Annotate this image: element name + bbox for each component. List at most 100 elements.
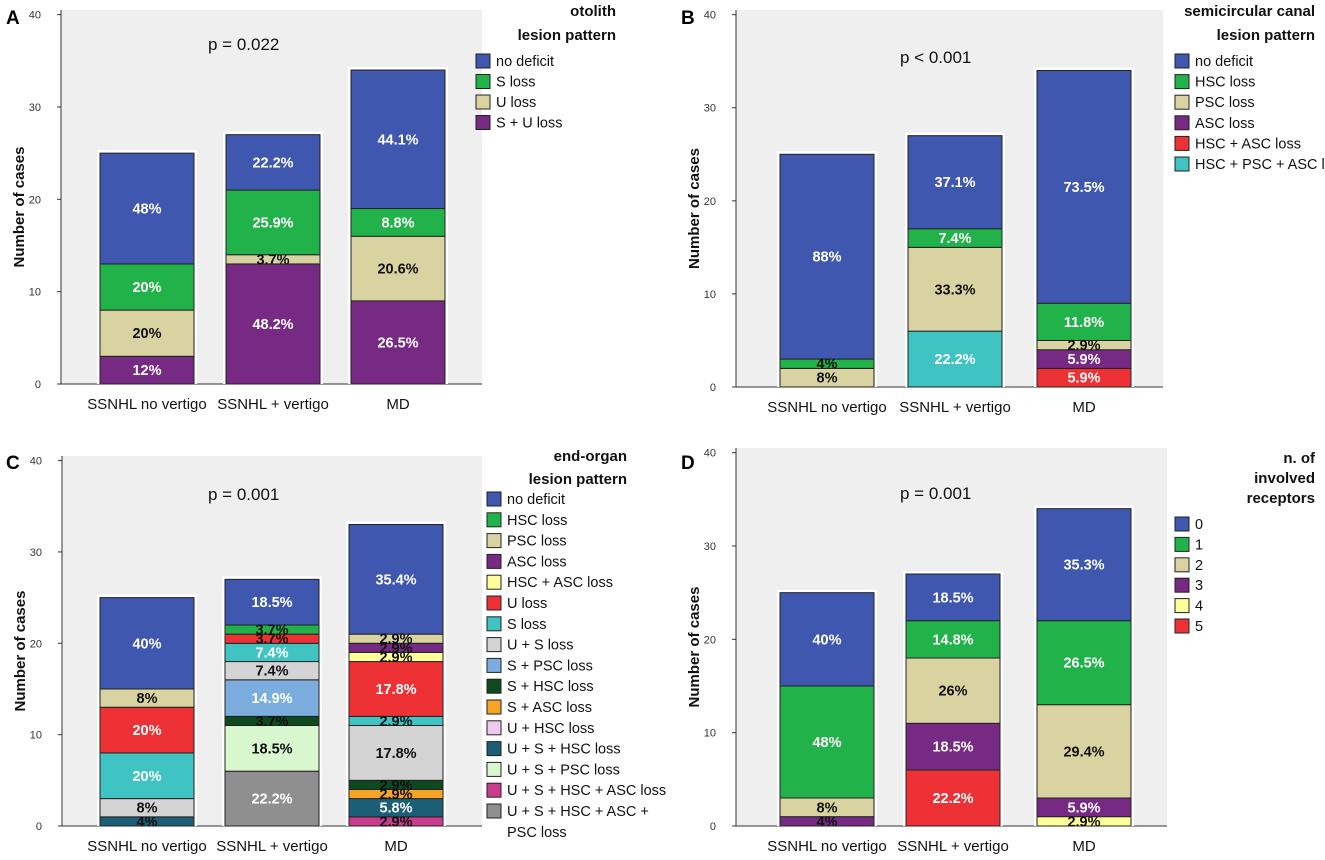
data-label: 25.9% <box>252 215 293 231</box>
panel-b: 0 10 20 30 40 Number of cases Bp < 0.001 8%4% 88… <box>681 3 1325 416</box>
data-label: 26% <box>938 684 967 700</box>
legend-item-hsc-asc-loss[interactable]: HSC + ASC loss <box>486 574 613 591</box>
bar-segment-no-deficit-md[interactable] <box>350 69 446 210</box>
legend-swatch <box>1174 156 1190 172</box>
bar-segment-s-loss-ssnhl-no-vertigo[interactable] <box>99 263 195 311</box>
bar-segment-s-u-loss-ssnhl-vertigo[interactable] <box>225 263 321 385</box>
bar-segment-u-s-loss-md[interactable] <box>348 725 444 781</box>
bar-segment-hsc-loss-md[interactable] <box>1036 302 1132 341</box>
legend-item-s-loss[interactable]: S loss <box>475 74 536 91</box>
x-category-label: SSNHL + vertigo <box>897 838 1009 855</box>
bar-segment-s-loss-ssnhl-no-vertigo[interactable] <box>99 752 195 800</box>
legend-item-1[interactable]: 1 <box>1174 536 1203 553</box>
data-label: 8% <box>817 371 838 387</box>
bar-segment-u-loss-ssnhl-no-vertigo[interactable] <box>99 706 195 754</box>
legend-item-u-loss[interactable]: U loss <box>486 595 547 612</box>
bar-segment-no-deficit-ssnhl-no-vertigo[interactable] <box>779 153 875 360</box>
legend-item-s-u-loss[interactable]: S + U loss <box>475 115 562 132</box>
legend-item-u-s-loss[interactable]: U + S loss <box>486 637 573 654</box>
legend-label: no deficit <box>1195 54 1253 70</box>
legend-item-u-s-psc-loss[interactable]: U + S + PSC loss <box>486 761 620 778</box>
data-label: 48% <box>132 202 161 218</box>
data-label: 33.3% <box>934 282 975 298</box>
bar-segment-s-u-loss-md[interactable] <box>350 300 446 385</box>
legend-item-no-deficit[interactable]: no deficit <box>486 491 565 508</box>
legend-item-hsc-asc-loss[interactable]: HSC + ASC loss <box>1174 135 1301 152</box>
legend-item-no-deficit[interactable]: no deficit <box>475 53 554 70</box>
legend-label: 0 <box>1195 517 1203 533</box>
bar-segment-no-deficit-md[interactable] <box>1036 70 1132 304</box>
legend-item-3[interactable]: 3 <box>1174 577 1203 594</box>
legend-item-0[interactable]: 0 <box>1174 516 1203 533</box>
data-label: 3.7% <box>255 632 288 648</box>
bar-segment-no-deficit-md[interactable] <box>348 524 444 635</box>
panel-letter: C <box>6 453 20 474</box>
y-tick-label: 30 <box>704 541 716 553</box>
bar-segment-u-s-psc-loss-ssnhl-vertigo[interactable] <box>224 725 320 772</box>
data-label: 20% <box>132 723 161 739</box>
legend-item-s-hsc-loss[interactable]: S + HSC loss <box>486 678 594 695</box>
legend-swatch <box>475 53 491 69</box>
legend-item-psc-loss[interactable]: PSC loss <box>1174 94 1255 111</box>
bar-segment-0-ssnhl-no-vertigo[interactable] <box>779 592 875 687</box>
y-tick-label: 30 <box>30 547 42 559</box>
bar-segment-5-ssnhl-vertigo[interactable] <box>905 769 1001 827</box>
legend-label: U + S + PSC loss <box>507 762 620 778</box>
legend-swatch <box>486 741 502 757</box>
bar-segment-no-deficit-ssnhl-no-vertigo[interactable] <box>99 597 195 690</box>
bar-segment-s-psc-loss-ssnhl-vertigo[interactable] <box>224 679 320 717</box>
legend-item-u-s-hsc-asc-loss[interactable]: U + S + HSC + ASC loss <box>486 782 666 799</box>
legend-label: U + S loss <box>507 638 573 654</box>
bar-segment-s-u-loss-ssnhl-no-vertigo[interactable] <box>99 355 195 385</box>
bar-segment-no-deficit-ssnhl-vertigo[interactable] <box>907 135 1003 230</box>
data-label: 8% <box>137 801 158 817</box>
legend-label: no deficit <box>496 54 554 70</box>
data-label: 2.9% <box>1067 338 1100 354</box>
legend-item-s-asc-loss[interactable]: S + ASC loss <box>486 699 592 716</box>
legend-label: HSC loss <box>507 513 567 529</box>
bar-segment-u-loss-md[interactable] <box>348 661 444 717</box>
legend-label: S + U loss <box>496 116 562 132</box>
legend-item-5[interactable]: 5 <box>1174 618 1203 635</box>
legend-item-u-s-hsc-loss[interactable]: U + S + HSC loss <box>486 741 621 758</box>
legend-item-no-deficit[interactable]: no deficit <box>1174 53 1253 70</box>
legend-item-4[interactable]: 4 <box>1174 598 1203 615</box>
bar-segment-no-deficit-ssnhl-vertigo[interactable] <box>225 134 321 191</box>
legend-item-s-psc-loss[interactable]: S + PSC loss <box>486 657 593 674</box>
legend-item-s-loss[interactable]: S loss <box>486 616 547 633</box>
legend-item-u-s-hsc-asc-psc-loss[interactable]: U + S + HSC + ASC + PSC loss <box>486 803 649 841</box>
legend-label: S + ASC loss <box>507 700 592 716</box>
bar-segment-s-loss-ssnhl-vertigo[interactable] <box>225 189 321 256</box>
legend-item-hsc-loss[interactable]: HSC loss <box>486 512 567 529</box>
data-label: 5.9% <box>1067 800 1100 816</box>
bar-segment-1-ssnhl-vertigo[interactable] <box>905 620 1001 659</box>
legend-item-hsc-psc-asc-loss[interactable]: HSC + PSC + ASC loss <box>1174 156 1325 173</box>
bar-segment-s-loss-md[interactable] <box>350 208 446 237</box>
bar-segment-psc-loss-ssnhl-vertigo[interactable] <box>907 246 1003 332</box>
p-value-annotation: p = 0.001 <box>208 485 279 504</box>
bar-segment-1-ssnhl-no-vertigo[interactable] <box>779 685 875 799</box>
legend-swatch <box>1174 557 1190 573</box>
bar-segment-2-md[interactable] <box>1036 704 1132 799</box>
bar-segment-no-deficit-ssnhl-no-vertigo[interactable] <box>99 152 195 265</box>
bar-segment-u-loss-md[interactable] <box>350 235 446 302</box>
bar-segment-no-deficit-ssnhl-vertigo[interactable] <box>224 578 320 626</box>
bar-segment-0-ssnhl-vertigo[interactable] <box>905 573 1001 622</box>
legend-title: lesion pattern <box>518 27 616 44</box>
legend-item-u-hsc-loss[interactable]: U + HSC loss <box>486 720 594 737</box>
legend-label: 5 <box>1195 619 1203 635</box>
bar-segment-0-md[interactable] <box>1036 508 1132 622</box>
bar-segment-hsc-psc-asc-loss-ssnhl-vertigo[interactable] <box>907 330 1003 388</box>
legend-swatch <box>1174 94 1190 110</box>
legend-item-u-loss[interactable]: U loss <box>475 94 536 111</box>
bar-segment-u-loss-ssnhl-no-vertigo[interactable] <box>99 309 195 357</box>
legend-item-hsc-loss[interactable]: HSC loss <box>1174 74 1255 91</box>
legend-item-psc-loss[interactable]: PSC loss <box>486 533 567 550</box>
legend-item-2[interactable]: 2 <box>1174 557 1203 574</box>
legend-item-asc-loss[interactable]: ASC loss <box>486 553 567 570</box>
x-category-label: MD <box>1072 399 1095 416</box>
y-tick-label: 10 <box>704 289 716 301</box>
bar-segment-1-md[interactable] <box>1036 620 1132 706</box>
data-label: 20% <box>132 326 161 342</box>
legend-item-asc-loss[interactable]: ASC loss <box>1174 115 1255 132</box>
